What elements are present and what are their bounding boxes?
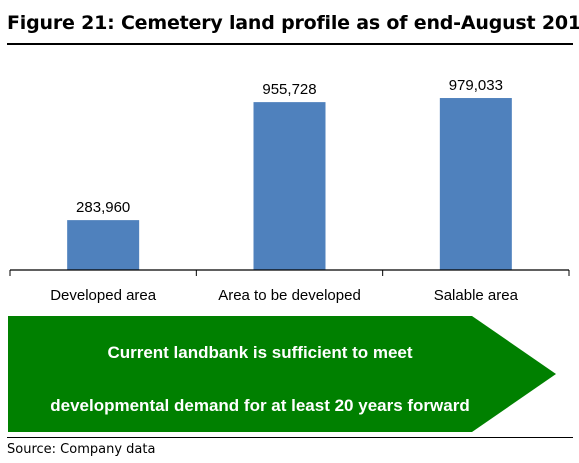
bar-1	[67, 220, 140, 270]
banner-arrow	[8, 316, 556, 432]
footer-divider	[7, 437, 573, 438]
title-divider	[7, 43, 573, 45]
bars-layer	[67, 98, 512, 270]
ticks-layer	[9, 270, 570, 276]
banner-line-2: developmental demand for at least 20 yea…	[50, 396, 470, 415]
data-label-2: 955,728	[262, 81, 316, 98]
banner-arrow-shape	[8, 316, 556, 432]
figure-title: Figure 21: Cemetery land profile as of e…	[7, 12, 579, 34]
bar-2	[253, 102, 326, 270]
source-note: Source: Company data	[7, 442, 156, 457]
category-label-2: Area to be developed	[218, 287, 361, 304]
category-label-3: Salable area	[434, 287, 519, 304]
bar-chart: 283,960 Developed area 955,728 Area to be d…	[9, 77, 570, 304]
category-label-1: Developed area	[50, 287, 157, 304]
bar-3	[439, 98, 512, 270]
banner-line-1: Current landbank is sufficient to meet	[107, 343, 413, 362]
data-label-1: 283,960	[76, 199, 130, 216]
labels-layer: 283,960 Developed area 955,728 Area to be d…	[50, 77, 518, 304]
data-label-3: 979,033	[449, 77, 503, 94]
